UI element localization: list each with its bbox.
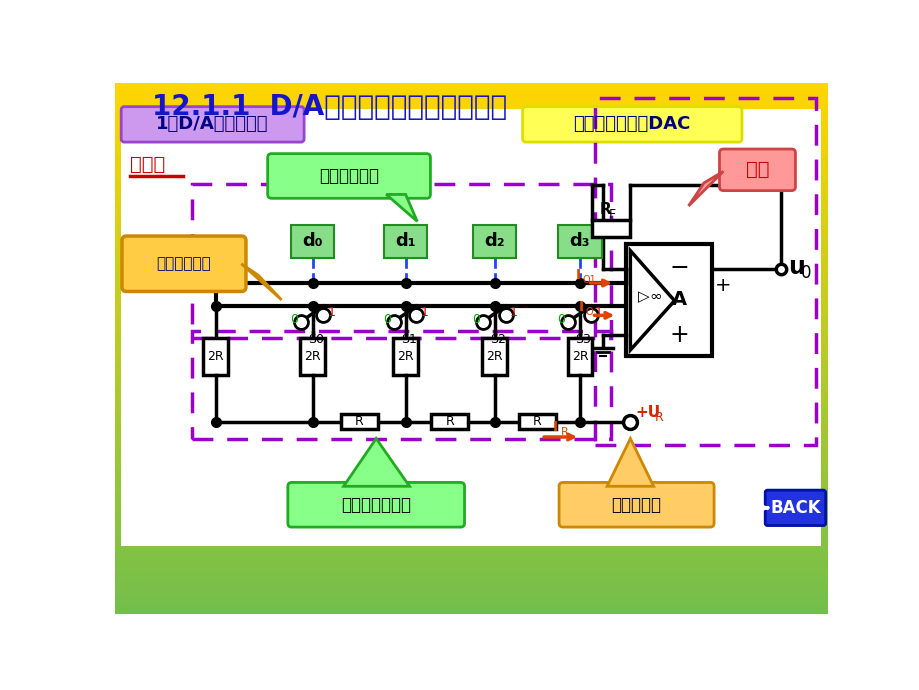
Text: 12.1.1  D/A转换器的组成和工作原理: 12.1.1 D/A转换器的组成和工作原理: [152, 93, 506, 121]
Text: R: R: [355, 415, 363, 428]
Text: S2: S2: [490, 333, 505, 346]
FancyBboxPatch shape: [121, 107, 304, 142]
Text: 2R: 2R: [486, 351, 503, 364]
Bar: [300, 338, 324, 375]
Text: O1: O1: [582, 275, 596, 285]
Text: d₂: d₂: [484, 233, 505, 250]
FancyBboxPatch shape: [288, 482, 464, 527]
Text: I: I: [578, 300, 583, 315]
Text: 0: 0: [471, 313, 480, 326]
Text: u: u: [787, 255, 804, 279]
Bar: [567, 338, 592, 375]
Bar: [591, 220, 630, 237]
Text: 2R: 2R: [571, 351, 587, 364]
Text: BACK: BACK: [769, 499, 820, 517]
Text: 1: 1: [420, 306, 427, 319]
Bar: [121, 109, 820, 546]
Text: 倒梯形电阻网络: 倒梯形电阻网络: [341, 495, 411, 514]
Text: R: R: [532, 415, 541, 428]
Text: S1: S1: [401, 333, 416, 346]
Text: d₁: d₁: [395, 233, 415, 250]
Bar: [392, 338, 417, 375]
Bar: [472, 225, 516, 257]
FancyBboxPatch shape: [267, 154, 430, 198]
Text: S0: S0: [308, 333, 323, 346]
Bar: [290, 225, 334, 257]
Text: +U: +U: [635, 405, 660, 420]
Text: ▷: ▷: [638, 289, 649, 304]
Bar: [626, 244, 711, 356]
Text: d₀: d₀: [302, 233, 323, 250]
Text: R: R: [598, 202, 610, 217]
Text: I: I: [552, 420, 558, 434]
Polygon shape: [687, 171, 722, 206]
Text: 1、D/A转换器组成: 1、D/A转换器组成: [156, 115, 268, 133]
Text: F: F: [608, 208, 615, 221]
Bar: [518, 414, 555, 429]
Text: +: +: [714, 276, 731, 295]
Text: 待转换数字量: 待转换数字量: [319, 167, 379, 185]
Text: 运放: 运放: [745, 160, 768, 179]
FancyBboxPatch shape: [719, 149, 795, 190]
Text: 2R: 2R: [397, 351, 414, 364]
FancyBboxPatch shape: [559, 482, 713, 527]
Text: 0: 0: [289, 313, 298, 326]
FancyBboxPatch shape: [522, 107, 741, 142]
Text: O: O: [584, 307, 593, 317]
Text: R: R: [560, 426, 568, 437]
Bar: [558, 225, 601, 257]
Text: 1: 1: [594, 306, 602, 319]
Polygon shape: [241, 264, 281, 300]
Bar: [340, 414, 378, 429]
FancyBboxPatch shape: [122, 236, 245, 291]
Text: 1: 1: [327, 306, 335, 319]
Text: I: I: [574, 268, 580, 282]
Polygon shape: [386, 195, 417, 221]
Text: A: A: [671, 290, 686, 308]
Text: 基准电压源: 基准电压源: [611, 495, 661, 514]
Text: 2R: 2R: [304, 351, 321, 364]
Bar: [482, 338, 506, 375]
Polygon shape: [344, 439, 409, 486]
Bar: [383, 225, 426, 257]
Text: −: −: [669, 255, 688, 279]
Text: 倒梯形电阻网络DAC: 倒梯形电阻网络DAC: [573, 115, 690, 133]
Text: R: R: [445, 415, 454, 428]
Bar: [203, 338, 228, 375]
Text: d₃: d₃: [569, 233, 590, 250]
Text: 2R: 2R: [207, 351, 224, 364]
FancyBboxPatch shape: [765, 490, 824, 526]
Text: 模拟电子开关: 模拟电子开关: [156, 256, 211, 271]
Text: ∞: ∞: [649, 289, 662, 304]
Text: 0: 0: [800, 264, 811, 282]
Bar: [431, 414, 468, 429]
Text: +: +: [669, 323, 688, 346]
Polygon shape: [607, 439, 652, 486]
Text: 电路：: 电路：: [130, 155, 165, 174]
Text: S3: S3: [574, 333, 591, 346]
Text: R: R: [654, 411, 664, 424]
Text: 0: 0: [382, 313, 391, 326]
Text: 0: 0: [557, 313, 565, 326]
Text: 1: 1: [509, 306, 516, 319]
